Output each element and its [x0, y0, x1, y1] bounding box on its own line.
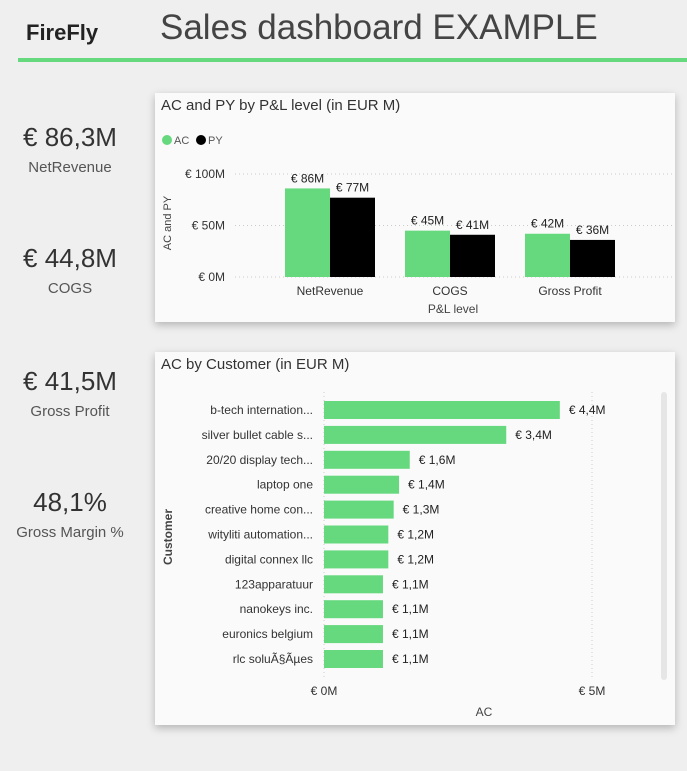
header-divider	[18, 58, 687, 62]
bar-ac	[324, 600, 383, 619]
x-tick-label: € 5M	[579, 684, 606, 698]
x-tick-label: NetRevenue	[297, 284, 364, 298]
y-axis-title: AC and PY	[162, 195, 174, 250]
bar-py	[330, 197, 375, 277]
y-tick-label: laptop one	[257, 478, 313, 492]
y-tick-label: silver bullet cable s...	[202, 428, 313, 442]
legend-label: AC	[174, 135, 189, 147]
x-axis-title: P&L level	[428, 302, 478, 316]
bar-ac	[324, 625, 383, 644]
data-label: € 36M	[576, 223, 609, 237]
data-label: € 1,1M	[392, 577, 429, 591]
kpi-gross-margin: 48,1% Gross Margin %	[0, 487, 140, 541]
data-label: € 41M	[456, 218, 489, 232]
data-label: € 1,3M	[403, 503, 440, 517]
data-label: € 1,1M	[392, 602, 429, 616]
y-tick-label: wityliti automation...	[207, 528, 313, 542]
y-tick-label: € 0M	[198, 270, 225, 284]
data-label: € 1,6M	[419, 453, 456, 467]
data-label: € 42M	[531, 217, 564, 231]
kpi-cogs: € 44,8M COGS	[0, 243, 140, 297]
y-tick-label: nanokeys inc.	[240, 602, 313, 616]
kpi-label: Gross Profit	[30, 403, 110, 420]
y-tick-label: rlc soluÃ§Ãµes	[233, 652, 313, 666]
y-tick-label: euronics belgium	[222, 627, 313, 641]
chart-title: AC and PY by P&L level (in EUR M)	[161, 97, 401, 114]
page-title: Sales dashboard EXAMPLE	[160, 8, 598, 47]
bar-ac	[324, 550, 389, 569]
kpi-value: € 44,8M	[23, 243, 117, 273]
bar-ac	[525, 233, 570, 277]
kpi-net-revenue: € 86,3M NetRevenue	[0, 122, 140, 176]
data-label: € 1,1M	[392, 652, 429, 666]
kpi-value: 48,1%	[33, 487, 107, 517]
bar-py	[450, 234, 495, 277]
scrollbar[interactable]	[661, 392, 667, 680]
pl-bar-chart: AC PY € 100M € 50M € 0M AC and PY € 86M € 77M Ne…	[162, 135, 675, 316]
kpi-value: € 86,3M	[23, 122, 117, 152]
x-tick-label: € 0M	[311, 684, 338, 698]
bar-ac	[324, 525, 389, 544]
legend-label: PY	[208, 135, 223, 147]
bar-ac	[324, 650, 383, 668]
kpi-gross-profit: € 41,5M Gross Profit	[0, 366, 140, 420]
chart-title: AC by Customer (in EUR M)	[161, 356, 350, 373]
data-label: € 3,4M	[515, 428, 552, 442]
data-label: € 77M	[336, 181, 369, 195]
kpi-label: Gross Margin %	[16, 524, 124, 541]
y-tick-label: digital connex llc	[225, 552, 313, 566]
data-label: € 45M	[411, 214, 444, 228]
kpi-value: € 41,5M	[23, 366, 117, 396]
data-label: € 1,2M	[397, 528, 434, 542]
y-tick-label: € 100M	[185, 167, 225, 181]
legend-marker-py	[196, 135, 206, 145]
bar-ac	[324, 425, 507, 444]
y-tick-label: b-tech internation...	[210, 403, 313, 417]
y-tick-label: € 50M	[192, 219, 225, 233]
bar-ac	[324, 401, 560, 419]
bar-ac	[324, 500, 394, 519]
x-tick-label: Gross Profit	[538, 284, 602, 298]
y-tick-label: 20/20 display tech...	[206, 453, 313, 467]
kpi-label: COGS	[47, 280, 93, 297]
y-axis-title: Customer	[161, 509, 175, 565]
x-tick-label: COGS	[432, 284, 467, 298]
y-tick-label: 123apparatuur	[235, 577, 313, 591]
x-axis-title: AC	[476, 705, 493, 719]
data-label: € 1,2M	[397, 552, 434, 566]
kpi-label: NetRevenue	[28, 159, 112, 176]
bar-ac	[285, 188, 330, 277]
bar-ac	[324, 575, 383, 594]
data-label: € 1,4M	[408, 478, 445, 492]
bar-py	[570, 239, 615, 277]
data-label: € 4,4M	[569, 403, 606, 417]
y-tick-label: creative home con...	[205, 503, 313, 517]
pl-chart-card[interactable]: AC and PY by P&L level (in EUR M) AC PY € …	[155, 93, 675, 322]
data-label: € 1,1M	[392, 627, 429, 641]
legend-marker-ac	[162, 135, 172, 145]
customer-chart-card[interactable]: AC by Customer (in EUR M) € 0M € 5M AC Cust…	[155, 352, 675, 725]
data-label: € 86M	[291, 171, 324, 185]
bar-ac	[324, 450, 410, 469]
bar-ac	[324, 475, 400, 494]
bar-ac	[405, 230, 450, 277]
customer-bar-chart: € 0M € 5M AC Customer b-tech internation... €…	[161, 392, 667, 719]
logo: FireFly	[26, 20, 99, 45]
